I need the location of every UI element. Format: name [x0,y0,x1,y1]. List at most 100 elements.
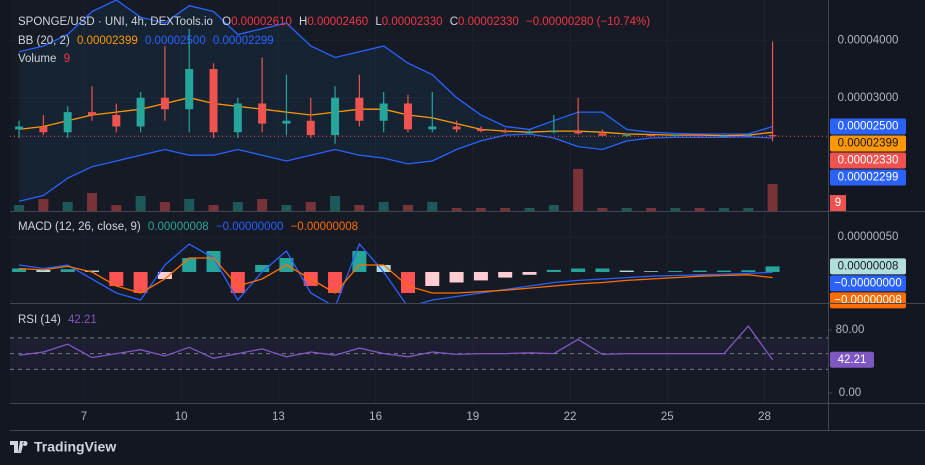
histogram-bar [546,269,561,272]
volume-bar [718,208,729,211]
candle-body [136,97,145,127]
value-box [830,169,906,186]
y-tick-label: 0.00004000 [838,34,899,46]
volume-bar [378,202,389,211]
volume-label: Volume [18,53,56,65]
signal-value: −0.00000008 [291,221,358,233]
candle-body [379,103,388,121]
histogram-bar [522,271,537,275]
symbol: SPONGE/USD · UNI, 4h, DEXTools.io [18,16,213,28]
x-tick-label: 25 [661,411,674,423]
volume-bar [257,199,268,211]
volume-bar [62,202,73,211]
histogram-bar [352,250,367,272]
candle-body [112,114,121,127]
volume-box [830,195,846,211]
ohlc-key: L [375,16,382,28]
x-tick-label: 28 [758,411,771,423]
rsi-title: RSI (14) [18,314,61,326]
histogram-bar [230,271,245,293]
histogram-bar [571,268,586,272]
x-tick-label: 7 [81,411,87,423]
value-box [830,275,906,292]
ohlc-value: 0.00002330 [458,16,519,28]
value-box-label: 42.21 [838,354,867,366]
ohlc-value: 0.00002460 [307,16,368,28]
macd-title: MACD (12, 26, close, 9) [18,221,141,233]
volume-bar [38,199,49,211]
histogram-bar [109,271,124,286]
volume-bar [208,205,219,211]
x-tick-label: 19 [466,411,479,423]
candle-body [574,131,583,134]
value-box-label: −0.00000000 [834,277,901,289]
ohlc-key: O [222,16,231,28]
candle-body [768,135,777,137]
value-box [830,351,874,368]
macd-line [19,242,773,303]
volume-bar [281,205,292,211]
volume-box-label: 9 [835,197,841,209]
candle-body [452,126,461,130]
histogram-bar [60,269,75,272]
histogram-bar [644,271,659,272]
candle-body [622,135,631,137]
histogram-bar [473,271,488,281]
value-box-label: 0.00002330 [838,155,899,167]
histogram-bar [765,266,780,272]
candle-body [476,129,485,132]
macd-value: −0.00000000 [216,221,283,233]
candle-body [598,133,607,136]
value-box-label: −0.00000008 [834,294,901,306]
band-fill [19,0,773,202]
volume-bar [184,199,195,211]
ohlc-key: C [450,16,458,28]
bb-basis [19,97,773,137]
volume-bar [86,193,97,211]
histogram-bar [84,270,99,272]
candle-body [695,135,704,137]
rsi-value: 42.21 [68,314,97,326]
volume-bar [305,202,316,211]
histogram-bar [741,270,756,272]
bb-upper [18,0,773,135]
rsi-line [19,325,774,361]
histogram-bar [716,270,731,272]
plot-area [10,0,828,403]
volume-bar [694,208,705,211]
candle-body [63,112,72,133]
logo [10,441,28,453]
volume-bar [159,202,170,211]
volume-bar [111,205,122,211]
volume-bar [354,205,365,211]
signal-line [19,257,773,294]
histogram-bar [498,271,513,278]
volume-bar [500,208,511,211]
bb-lower-value: 0.00002299 [213,35,274,47]
candle-body [719,135,728,137]
histogram-bar [668,270,683,272]
histogram-bar [619,270,634,272]
x-tick-label: 13 [272,411,285,423]
volume-bar [621,208,632,211]
histogram-bar [328,271,343,293]
volume-bar [573,169,584,211]
histogram-bar [449,271,464,283]
histogram-bar [400,271,415,293]
pane [10,236,828,303]
candle-body [549,131,558,133]
legend-macd: MACD (12, 26, close, 9) 0.00000008 −0.00… [18,221,358,233]
candle-body [428,126,437,130]
candle-body [671,135,680,137]
bb-upper-value: 0.00002500 [145,35,206,47]
y-tick-label: 0.00000050 [838,231,899,243]
y-tick-label: 80.00 [836,324,865,336]
volume-bar [135,196,146,211]
candle-body [160,97,169,110]
ohlc-value: 0.00002610 [231,16,292,28]
ohlc-value: 0.00002330 [382,16,443,28]
candle-body [209,68,218,133]
ohlc-key: H [299,16,307,28]
volume-bar [524,208,535,211]
